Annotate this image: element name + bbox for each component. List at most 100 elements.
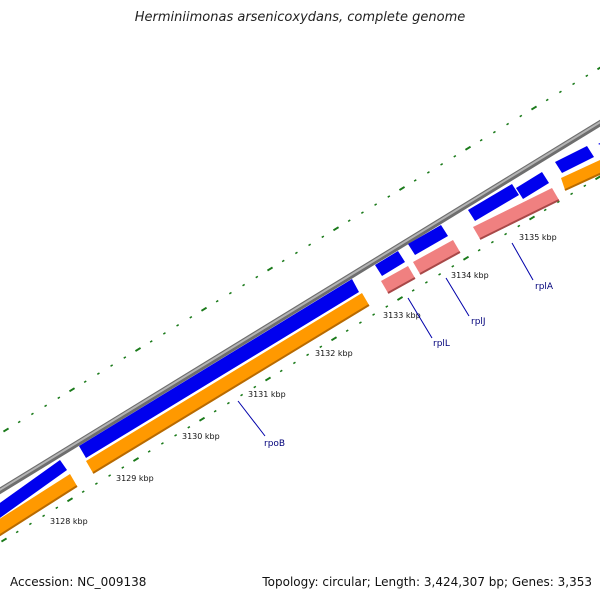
tick-mark	[294, 251, 298, 255]
tick-mark	[556, 200, 560, 204]
cds-feature-rpll[interactable]	[375, 251, 405, 276]
tick-label: 3129 kbp	[116, 474, 154, 483]
tick-mark	[387, 195, 391, 198]
tick-mark	[530, 105, 538, 111]
gene-label-rpla[interactable]: rplA	[535, 282, 554, 292]
tick-mark	[347, 219, 351, 222]
cds-feature-rplj[interactable]	[408, 225, 448, 255]
gene-label-rplj[interactable]: rplJ	[471, 317, 486, 327]
tick-mark	[200, 306, 208, 312]
tick-mark	[147, 450, 151, 453]
accession-text: Accession: NC_009138	[10, 575, 147, 589]
tick-mark	[279, 369, 283, 373]
tick-mark	[160, 442, 164, 445]
tick-mark	[438, 273, 442, 276]
tick-mark	[110, 364, 114, 367]
tick-label: 3134 kbp	[451, 271, 489, 280]
gene-label-rpll[interactable]: rplL	[433, 339, 450, 349]
tick-mark	[15, 530, 19, 534]
tick-mark	[585, 74, 589, 78]
tick-mark	[0, 537, 8, 543]
gene-feature[interactable]	[0, 474, 77, 537]
cds-feature[interactable]	[555, 146, 594, 173]
tick-mark	[572, 82, 576, 86]
tick-mark	[68, 387, 76, 393]
tick-label: 3130 kbp	[182, 432, 220, 441]
tick-mark	[545, 98, 549, 102]
gene-labels: rpoB rplL rplJ rplA	[264, 282, 554, 449]
tick-mark	[411, 289, 415, 292]
gene-shadow	[564, 172, 600, 191]
tick-mark	[332, 226, 340, 232]
tick-mark	[226, 401, 230, 405]
tick-mark	[66, 497, 74, 503]
tick-mark	[528, 215, 536, 221]
tick-mark	[360, 211, 364, 214]
tick-mark	[242, 283, 246, 287]
tick-mark	[96, 372, 100, 375]
leader-line	[407, 297, 433, 339]
gene-shadow	[419, 251, 461, 275]
tick-mark	[83, 380, 87, 383]
tick-mark	[253, 385, 257, 389]
tick-mark	[81, 490, 85, 493]
genome-backbone	[0, 119, 600, 495]
tick-mark	[345, 329, 349, 332]
gene-shadow	[0, 485, 78, 537]
tick-mark	[228, 291, 232, 295]
gene-shadow	[479, 199, 560, 240]
leader-line	[445, 277, 470, 317]
tick-mark	[198, 416, 206, 422]
gene-label-rpob[interactable]: rpoB	[264, 439, 285, 449]
tick-mark	[372, 313, 376, 316]
tick-mark	[121, 466, 125, 469]
cds-feature[interactable]	[516, 172, 549, 199]
tick-mark	[28, 522, 32, 526]
tick-mark	[108, 474, 112, 477]
tick-mark	[492, 130, 496, 134]
cds-feature-rpla[interactable]	[468, 184, 519, 221]
gene-track	[0, 160, 600, 537]
gene-feature-rpll[interactable]	[381, 266, 415, 293]
tick-mark	[281, 259, 285, 263]
tick-mark	[440, 163, 444, 166]
outer-tick-ring	[2, 66, 600, 433]
cds-feature[interactable]	[0, 460, 67, 520]
tick-mark	[255, 275, 259, 279]
tick-mark	[596, 66, 600, 71]
tick-mark	[385, 305, 389, 308]
tick-mark	[132, 457, 140, 462]
gene-feature-rpla[interactable]	[473, 188, 559, 239]
tick-mark	[149, 340, 153, 343]
tick-mark	[240, 393, 244, 397]
tick-mark	[453, 155, 457, 158]
gene-feature-rplj[interactable]	[413, 240, 460, 274]
tick-mark	[266, 266, 274, 272]
tick-mark	[477, 248, 481, 252]
tick-mark	[374, 203, 378, 206]
kbp-tick-labels: 3128 kbp 3129 kbp 3130 kbp 3131 kbp 3132…	[50, 233, 557, 526]
gene-feature[interactable]	[561, 160, 600, 190]
tick-mark	[2, 427, 10, 433]
tick-mark	[162, 332, 166, 335]
tick-mark	[292, 361, 296, 365]
tick-mark	[42, 514, 46, 518]
tick-mark	[17, 420, 21, 424]
tick-label: 3133 kbp	[383, 311, 421, 320]
tick-mark	[187, 426, 191, 429]
tick-mark	[57, 396, 61, 400]
tick-mark	[189, 316, 193, 319]
tick-mark	[519, 114, 523, 118]
tick-mark	[308, 243, 312, 247]
tick-label: 3128 kbp	[50, 517, 88, 526]
tick-mark	[462, 255, 470, 261]
cds-feature-rpob[interactable]	[79, 279, 359, 458]
tick-label: 3135 kbp	[519, 233, 557, 242]
tick-mark	[398, 186, 406, 191]
gene-feature-rpob[interactable]	[86, 293, 369, 473]
tick-mark	[583, 184, 587, 188]
tick-mark	[396, 296, 404, 301]
tick-mark	[413, 179, 417, 182]
tick-mark	[517, 224, 521, 228]
